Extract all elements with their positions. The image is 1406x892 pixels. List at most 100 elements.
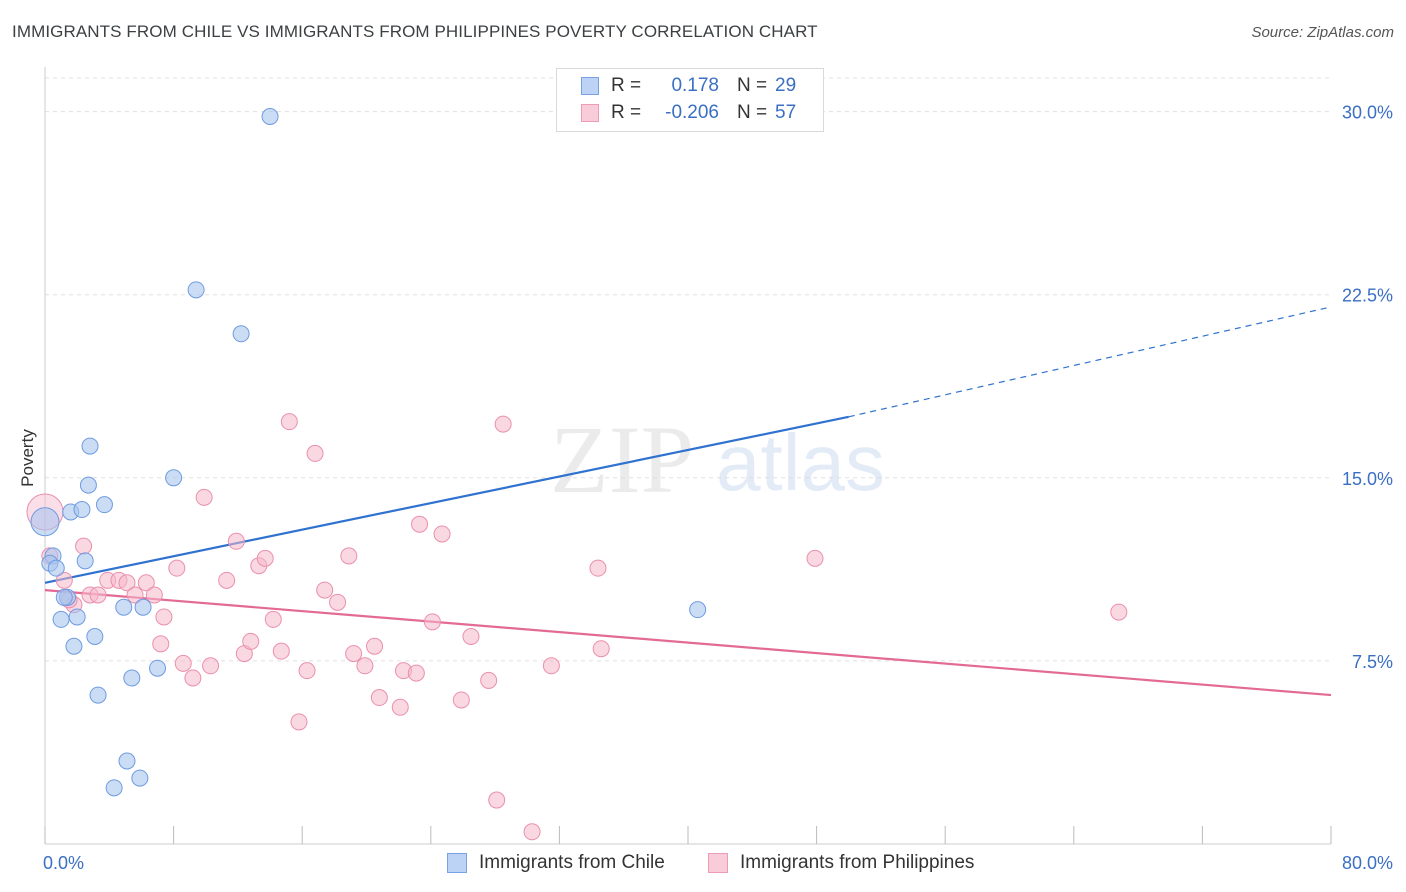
legend-row-philippines: R = -0.206 N = 57 <box>581 100 796 126</box>
point-chile <box>115 598 133 616</box>
point-philippines <box>152 635 170 653</box>
point-philippines <box>126 586 144 604</box>
point-philippines <box>407 664 425 682</box>
point-philippines <box>494 415 512 433</box>
point-philippines <box>433 525 451 543</box>
x-tick-label-min: 0.0% <box>43 853 84 873</box>
point-chile <box>118 752 136 770</box>
point-chile <box>89 686 107 704</box>
point-philippines <box>227 532 245 550</box>
grid-lines <box>45 77 1331 662</box>
point-philippines <box>145 586 163 604</box>
point-philippines <box>370 689 388 707</box>
trend-line-philippines <box>44 589 1332 697</box>
point-philippines <box>806 549 824 567</box>
point-chile <box>86 627 104 645</box>
watermark-atlas: atlas <box>716 418 885 507</box>
legend: R = 0.178 N = 29 R = -0.206 N = 57 <box>556 68 824 132</box>
x-tick-label-max: 80.0% <box>1342 853 1393 873</box>
legend-row-chile: R = 0.178 N = 29 <box>581 73 796 99</box>
point-philippines <box>488 791 506 809</box>
point-philippines <box>306 444 324 462</box>
point-philippines <box>155 608 173 626</box>
tick-labels: 7.5% 15.0% 22.5% 30.0% 0.0% 80.0% <box>43 103 1393 873</box>
point-philippines <box>137 574 155 592</box>
point-chile <box>55 588 73 606</box>
watermark-zip: ZIP <box>550 406 694 513</box>
point-philippines <box>256 549 274 567</box>
point-philippines <box>195 488 213 506</box>
bottom-legend-label-philippines: Immigrants from Philippines <box>740 852 975 873</box>
point-philippines <box>89 586 107 604</box>
point-chile <box>47 559 65 577</box>
point-chile <box>689 601 707 619</box>
bottom-legend-philippines: Immigrants from Philippines <box>708 852 974 874</box>
point-philippines <box>316 581 334 599</box>
point-chile <box>68 608 86 626</box>
point-chile <box>52 610 70 628</box>
point-chile <box>79 476 97 494</box>
point-chile <box>105 779 123 797</box>
chart-title: IMMIGRANTS FROM CHILE VS IMMIGRANTS FROM… <box>12 22 818 41</box>
point-chile <box>187 281 205 299</box>
point-chile <box>73 501 91 519</box>
data-points <box>26 108 1128 841</box>
bottom-legend-swatch-philippines <box>708 853 728 873</box>
point-philippines <box>272 642 290 660</box>
legend-n-value: 29 <box>775 75 797 96</box>
point-philippines <box>356 657 374 675</box>
legend-n-value: 57 <box>775 102 797 123</box>
point-chile <box>134 598 152 616</box>
point-philippines <box>480 671 498 689</box>
point-philippines <box>218 571 236 589</box>
point-philippines <box>75 537 93 555</box>
legend-n-label: N = <box>737 102 768 123</box>
point-philippines <box>242 632 260 650</box>
point-chile <box>165 469 183 487</box>
y-tick-label: 7.5% <box>1352 652 1393 672</box>
point-philippines <box>55 571 73 589</box>
legend-n-label: N = <box>737 75 768 96</box>
legend-r-value: 0.178 <box>671 75 719 96</box>
legend-swatch-philippines <box>581 104 599 122</box>
point-philippines <box>264 610 282 628</box>
point-chile <box>149 659 167 677</box>
bottom-legend-swatch-chile <box>447 853 467 873</box>
point-philippines <box>345 645 363 663</box>
legend-swatch-chile <box>581 77 599 95</box>
point-philippines <box>523 823 541 841</box>
y-tick-label: 22.5% <box>1342 286 1393 306</box>
point-philippines <box>452 691 470 709</box>
y-axis-label: Poverty <box>18 429 37 487</box>
point-philippines <box>411 515 429 533</box>
trend-line-chile <box>44 415 849 584</box>
point-philippines <box>366 637 384 655</box>
point-chile <box>123 669 141 687</box>
point-philippines <box>118 574 136 592</box>
point-philippines <box>340 547 358 565</box>
y-tick-label: 30.0% <box>1342 103 1393 123</box>
point-philippines <box>542 657 560 675</box>
point-philippines <box>592 640 610 658</box>
point-chile <box>30 507 60 537</box>
point-philippines <box>184 669 202 687</box>
legend-r-value: -0.206 <box>665 102 719 123</box>
point-philippines <box>290 713 308 731</box>
point-philippines <box>298 662 316 680</box>
point-philippines <box>280 413 298 431</box>
bottom-legend-label-chile: Immigrants from Chile <box>479 852 665 873</box>
axes <box>44 67 1332 845</box>
legend-r-label: R = <box>611 75 642 96</box>
point-philippines <box>1110 603 1128 621</box>
point-philippines <box>589 559 607 577</box>
trend-lines <box>44 306 1332 697</box>
chart-source: Source: ZipAtlas.com <box>1251 24 1394 41</box>
point-philippines <box>202 657 220 675</box>
point-philippines <box>423 613 441 631</box>
point-philippines <box>174 654 192 672</box>
watermark: ZIP atlas <box>550 406 885 513</box>
bottom-legend-chile: Immigrants from Chile <box>447 852 665 874</box>
point-chile <box>261 108 279 126</box>
point-chile <box>76 552 94 570</box>
